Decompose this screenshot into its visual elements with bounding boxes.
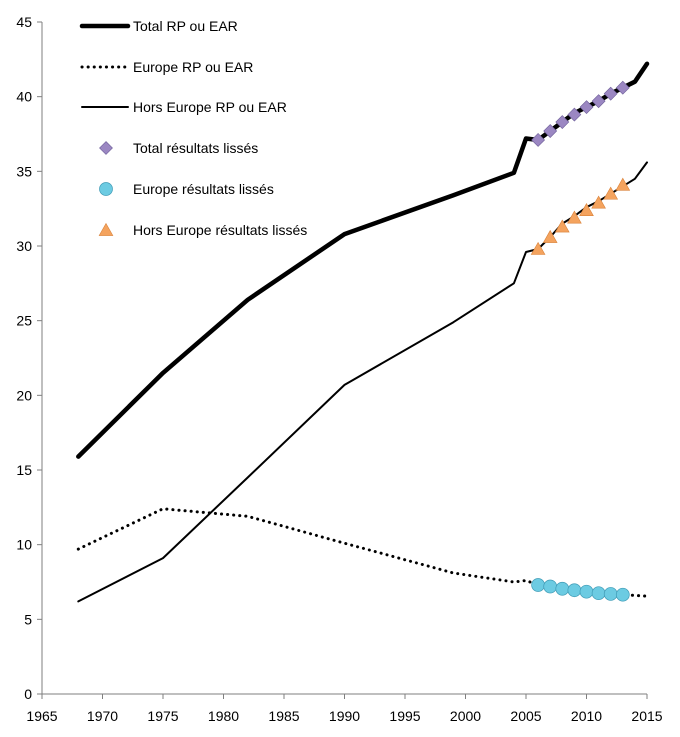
y-tick-label: 5 [24, 611, 32, 627]
x-tick-label: 1995 [389, 708, 420, 724]
x-tick-label: 2015 [631, 708, 662, 724]
data-point-triangle [591, 195, 606, 209]
x-tick-label: 1975 [147, 708, 178, 724]
data-point-circle [591, 586, 606, 601]
series-markers [530, 80, 631, 602]
data-point-circle [531, 578, 545, 592]
data-point-circle [567, 583, 582, 598]
y-tick-label: 30 [16, 238, 32, 254]
data-point-triangle [615, 177, 631, 191]
axes: 0 5 10 15 20 25 30 35 40 45 1965 1970 1975 1980 1985 19… [16, 14, 662, 724]
legend-swatch-diamond [99, 141, 113, 155]
legend-label: Europe résultats lissés [133, 181, 274, 197]
legend-label: Hors Europe résultats lissés [133, 222, 307, 238]
x-tick-label: 1980 [208, 708, 239, 724]
data-point-diamond [531, 133, 546, 147]
y-tick-label: 25 [16, 313, 32, 329]
y-tick-label: 10 [16, 537, 32, 553]
y-tick-label: 45 [16, 14, 32, 30]
data-point-diamond [579, 100, 594, 115]
series-markers-total-resultats-lisses [531, 80, 630, 147]
x-tick-label: 1970 [87, 708, 118, 724]
legend-label: Total résultats lissés [133, 140, 258, 156]
x-tick-label: 1990 [329, 708, 360, 724]
x-tick-label: 2000 [450, 708, 481, 724]
legend-label: Europe RP ou EAR [133, 59, 253, 75]
data-point-diamond [591, 94, 606, 109]
x-tick-label: 1965 [26, 708, 57, 724]
data-point-triangle [567, 210, 582, 224]
x-tick-label: 1985 [268, 708, 299, 724]
legend-swatch-circle [99, 182, 113, 196]
y-tick-label: 20 [16, 387, 32, 403]
legend-label: Hors Europe RP ou EAR [133, 99, 287, 115]
legend-label: Total RP ou EAR [133, 18, 238, 34]
data-point-circle [615, 587, 630, 602]
data-point-diamond [615, 80, 630, 95]
legend-item-europe-resultats-lisses: Europe résultats lissés [99, 181, 274, 197]
data-point-circle [603, 587, 618, 601]
data-point-diamond [543, 124, 558, 138]
x-tick-label: 2005 [510, 708, 541, 724]
y-tick-label: 15 [16, 462, 32, 478]
legend-item-europe-rp-ou-ear: Europe RP ou EAR [80, 59, 253, 75]
legend-item-total-resultats-lisses: Total résultats lissés [99, 140, 258, 156]
data-point-triangle [579, 203, 594, 216]
data-point-circle [579, 584, 594, 599]
data-point-triangle [530, 241, 546, 255]
legend-item-hors-europe-rp-ou-ear: Hors Europe RP ou EAR [81, 99, 287, 115]
y-tick-label: 40 [16, 89, 32, 105]
legend-item-hors-europe-resultats-lisses: Hors Europe résultats lissés [98, 222, 307, 238]
data-point-triangle [554, 219, 570, 233]
legend-swatch-triangle [98, 222, 114, 236]
legend: Total RP ou EAR Europe RP ou EAR Hors Euro… [79, 18, 307, 238]
data-point-circle [543, 579, 558, 594]
series-markers-hors-europe-resultats-lisses [530, 177, 631, 255]
x-tick-label: 2010 [571, 708, 602, 724]
data-point-diamond [567, 107, 582, 122]
series-markers-europe-resultats-lisses [531, 578, 630, 602]
legend-item-total-rp-ou-ear: Total RP ou EAR [79, 18, 238, 34]
data-point-triangle [603, 186, 619, 200]
data-point-diamond [603, 86, 618, 101]
data-point-circle [555, 581, 570, 596]
y-tick-label: 0 [24, 686, 32, 702]
data-point-diamond [555, 115, 570, 129]
y-tick-label: 35 [16, 163, 32, 179]
data-point-triangle [542, 229, 558, 243]
